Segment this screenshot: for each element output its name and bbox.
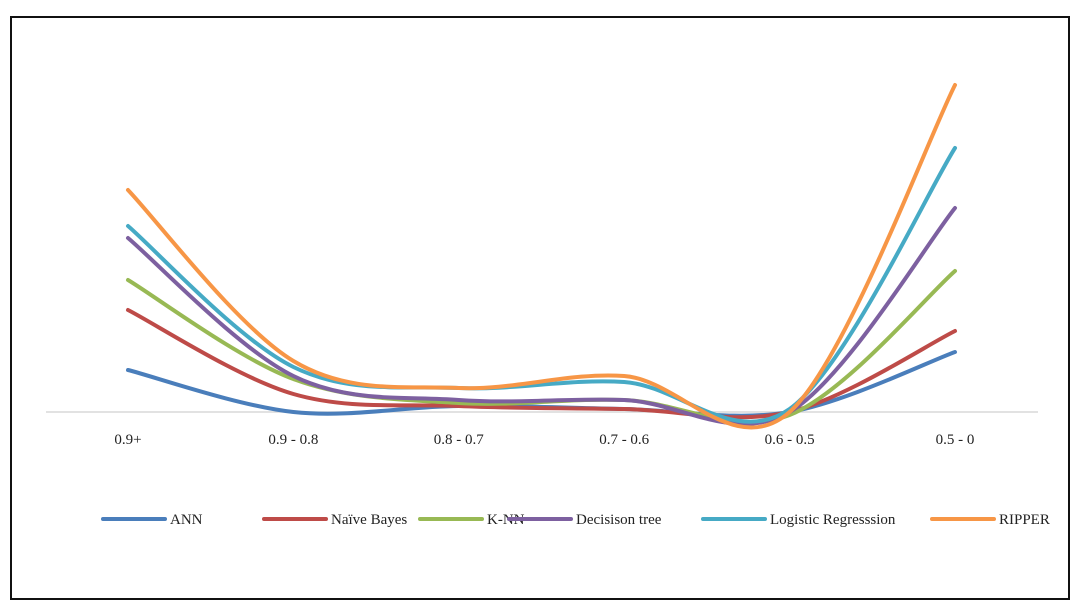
legend: ANN Naïve Bayes K-NN Decisison tree Logistic…: [101, 512, 1050, 528]
legend-label: Naïve Bayes: [331, 512, 407, 528]
x-tick-label: 0.7 - 0.6: [599, 432, 649, 448]
legend-label: K-NN: [487, 512, 525, 528]
x-tick-label: 0.5 - 0: [936, 432, 975, 448]
legend-label: Logistic Regresssion: [770, 512, 896, 528]
x-tick-label: 0.9 - 0.8: [268, 432, 318, 448]
legend-label: Decisison tree: [576, 512, 662, 528]
chart-frame: 0.9+ 0.9 - 0.8 0.8 - 0.7 0.7 - 0.6 0.6 - 0.5…: [10, 16, 1070, 600]
legend-label: RIPPER: [999, 512, 1050, 528]
series-line-na-ve-bayes: [126, 308, 957, 420]
x-tick-label: 0.9+: [114, 432, 141, 448]
series-line-decisison-tree: [126, 206, 957, 426]
series-line-logistic-regresssion: [126, 146, 957, 424]
x-tick-labels: 0.9+ 0.9 - 0.8 0.8 - 0.7 0.7 - 0.6 0.6 - 0.5…: [114, 432, 974, 448]
x-tick-label: 0.8 - 0.7: [434, 432, 484, 448]
legend-label: ANN: [170, 512, 203, 528]
line-chart: 0.9+ 0.9 - 0.8 0.8 - 0.7 0.7 - 0.6 0.6 - 0.5…: [46, 83, 1050, 528]
series-line-ripper: [126, 83, 957, 430]
series-layer: [126, 83, 957, 430]
x-tick-label: 0.6 - 0.5: [765, 432, 815, 448]
